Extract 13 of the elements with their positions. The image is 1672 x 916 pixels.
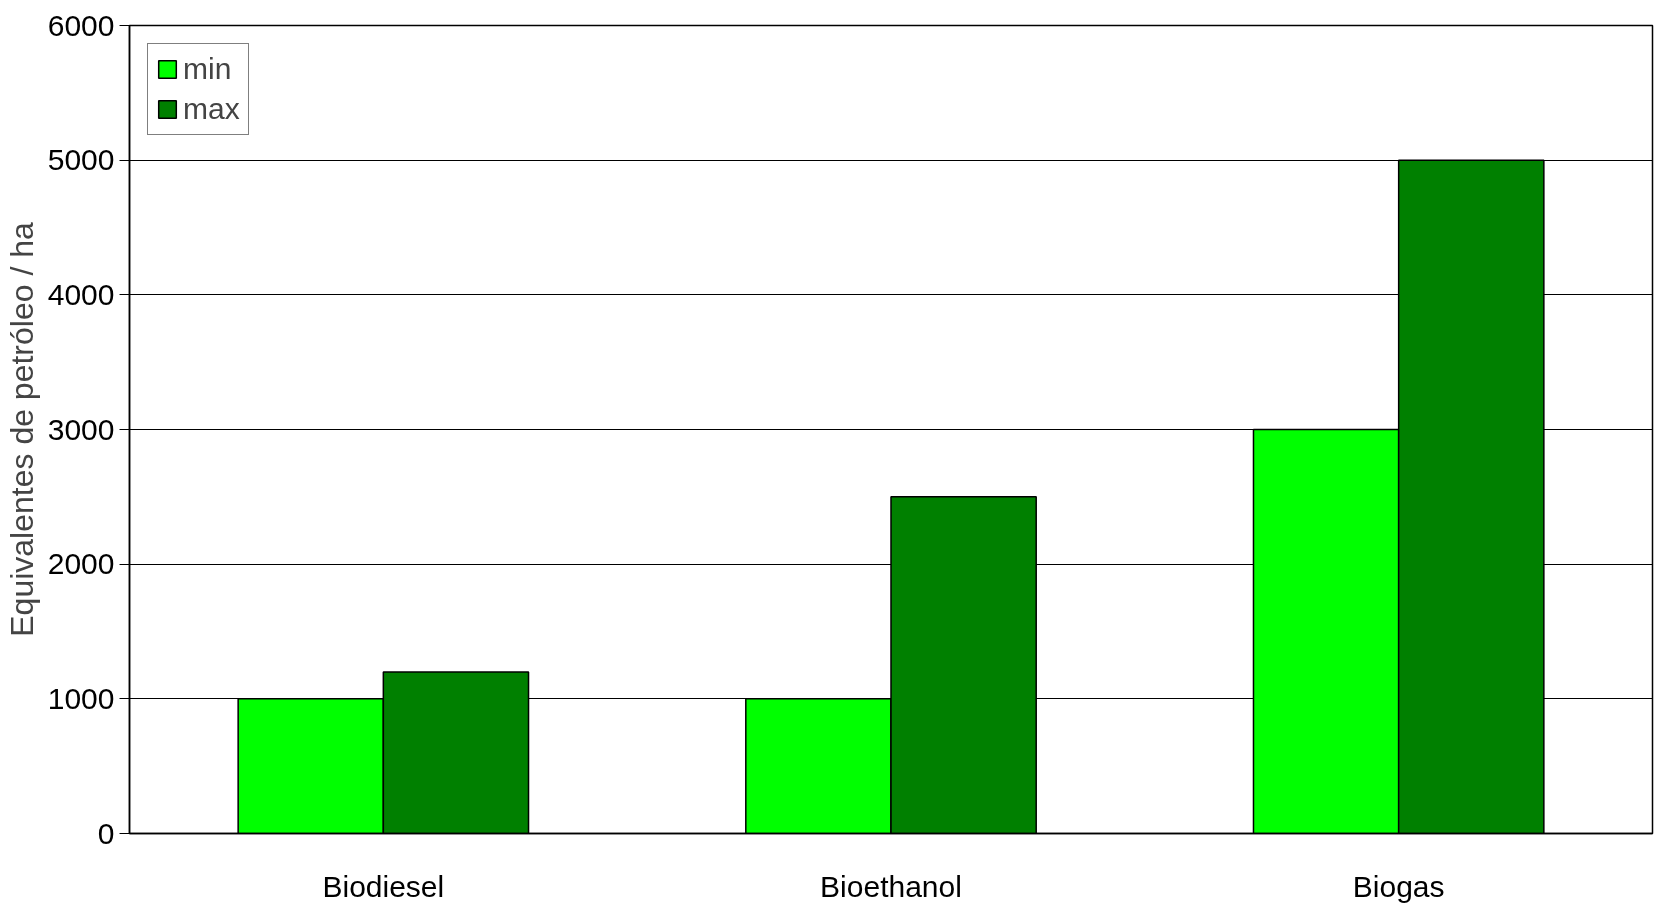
y-tick-label: 3000	[47, 412, 115, 446]
y-tick-label: 4000	[47, 277, 115, 311]
y-tick-label: 6000	[47, 8, 115, 42]
y-tick-label: 0	[97, 816, 115, 850]
x-tick-label: Bioethanol	[820, 869, 962, 903]
y-tick-label: 2000	[47, 547, 115, 581]
y-axis-title: Equivalentes de petróleo / ha	[3, 222, 40, 637]
legend-label: max	[183, 92, 240, 126]
y-tick-label: 5000	[47, 143, 115, 177]
y-tick-label: 1000	[47, 681, 115, 715]
x-tick-label: Biodiesel	[322, 869, 445, 903]
x-tick-label: Biogas	[1352, 869, 1445, 903]
legend-label: min	[183, 52, 232, 86]
